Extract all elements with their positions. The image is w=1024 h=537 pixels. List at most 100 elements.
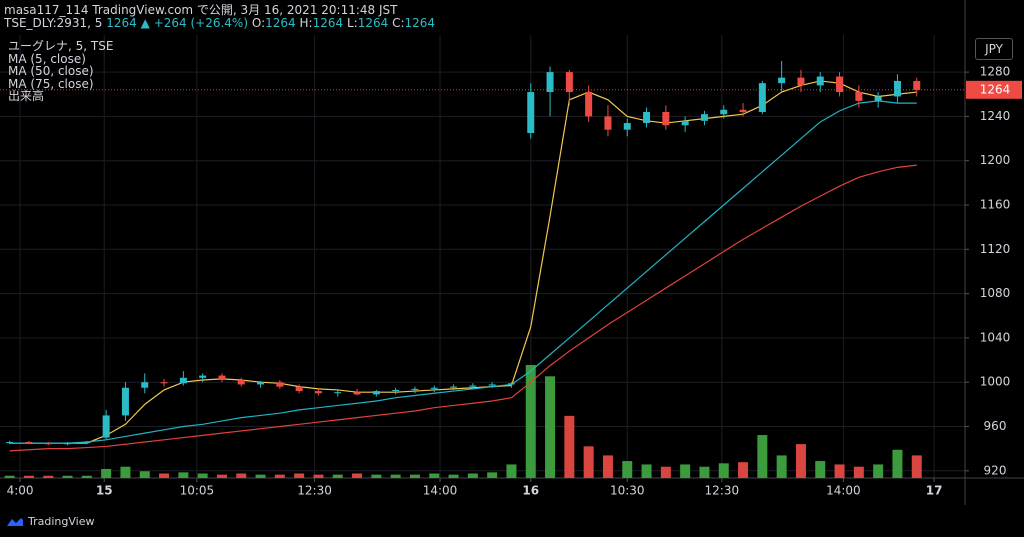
logo	[7, 517, 23, 526]
ma-line	[9, 164, 917, 452]
volume-bar	[159, 473, 170, 478]
volume-bar	[795, 444, 806, 478]
brand-text: TradingView	[28, 515, 95, 528]
last-price-label: 1264	[980, 82, 1011, 96]
legend: ユーグレナ, 5, TSE MA (5, close) MA (50, clos…	[8, 40, 113, 103]
ohlc-label: L:	[346, 16, 358, 30]
x-tick-label: 16	[522, 484, 539, 498]
x-tick-label: 14:00	[826, 484, 861, 498]
candle-body	[874, 96, 882, 101]
candle-body	[64, 443, 72, 445]
y-tick-label: 960	[984, 419, 1007, 433]
y-tick-label: 1240	[980, 109, 1011, 123]
ohlc-label: C:	[392, 16, 405, 30]
candle-body	[797, 77, 805, 86]
y-tick-label: 1160	[980, 198, 1011, 212]
legend-entry: MA (75, close)	[8, 76, 94, 91]
candle-body	[141, 382, 149, 388]
volume-bar	[197, 473, 208, 478]
volume-bar	[699, 466, 710, 478]
volume-bar	[81, 475, 92, 478]
volume-bar	[583, 446, 594, 478]
volume-bar	[371, 474, 382, 478]
candle-body	[836, 76, 844, 93]
x-tick-label: 10:05	[180, 484, 215, 498]
candle-body	[276, 382, 284, 387]
volume-bar	[467, 473, 478, 478]
volume-bar	[332, 474, 343, 478]
candle-body	[44, 443, 52, 445]
candle-body	[469, 385, 477, 387]
volume-bar	[873, 464, 884, 478]
volume-bar	[602, 455, 613, 478]
volume-bar	[776, 455, 787, 478]
symbol: TSE_DLY:2931, 5	[4, 16, 103, 30]
candle-body	[160, 382, 168, 384]
ohlc-label: O:	[251, 16, 266, 30]
volume-bar	[622, 461, 633, 478]
candle-body	[681, 120, 689, 126]
ohlc-value: 1264	[357, 16, 389, 30]
symbol-line: TSE_DLY:2931, 5 1264 ▲ +264 (+26.4%) O: 1…	[4, 16, 435, 30]
currency[interactable]: JPY	[975, 38, 1013, 60]
candle-body	[816, 76, 824, 86]
candle-body	[430, 387, 438, 389]
last: 1264	[106, 16, 137, 30]
ohlc-label: H:	[299, 16, 313, 30]
volume-bar	[409, 474, 420, 478]
volume-bar	[448, 474, 459, 478]
volume-bar	[216, 474, 227, 478]
candle-body	[662, 111, 670, 126]
x-tick-label: 15	[96, 484, 113, 498]
x-tick-label: 17	[926, 484, 943, 498]
volume-bar	[352, 473, 363, 478]
candle-body	[700, 114, 708, 121]
candle-body	[488, 384, 496, 386]
candle-body	[353, 392, 361, 395]
volume-bar	[738, 462, 749, 478]
candle-body	[199, 375, 207, 378]
volume-bar	[660, 466, 671, 478]
change: ▲ +264 (+26.4%)	[140, 16, 249, 30]
last-price-tag	[966, 80, 1022, 99]
volume-bar	[120, 466, 131, 478]
candle-body	[179, 377, 187, 384]
candle-body	[295, 386, 303, 392]
volume-bar	[429, 473, 440, 478]
y-tick-label: 1000	[980, 375, 1011, 389]
ma-line	[9, 100, 917, 444]
volume-bar	[23, 475, 34, 478]
x-tick-label: 10:30	[610, 484, 645, 498]
candle-body	[411, 388, 419, 390]
candle-body	[237, 379, 245, 385]
volume-bar	[506, 464, 517, 478]
volume-bar	[178, 472, 189, 478]
volume-bar	[4, 475, 15, 478]
volume-bar	[255, 474, 266, 478]
candle-body	[893, 80, 901, 97]
candle-body	[218, 375, 226, 380]
ohlc-value: 1264	[312, 16, 344, 30]
volume-bar	[853, 466, 864, 478]
plot-bg	[0, 35, 965, 478]
y-tick-label: 1040	[980, 330, 1011, 344]
ohlc-value: 1264	[404, 16, 436, 30]
legend-title: ユーグレナ, 5, TSE	[8, 39, 114, 53]
volume-bar	[680, 464, 691, 478]
volume-bar	[101, 468, 112, 478]
candle-body	[314, 391, 322, 394]
candle-body	[25, 442, 33, 444]
candle-body	[855, 92, 863, 101]
legend-series: MA (5, close) MA (50, close) MA (75, clo…	[8, 52, 113, 91]
volume-bar	[525, 365, 536, 478]
candle-body	[121, 387, 129, 416]
volume-bar	[236, 473, 247, 478]
y-tick-label: 920	[984, 463, 1007, 477]
candle-body	[450, 386, 458, 388]
candle-body	[604, 116, 612, 130]
candle-body	[565, 72, 573, 93]
candle-body	[585, 92, 593, 117]
candle-body	[739, 109, 747, 112]
